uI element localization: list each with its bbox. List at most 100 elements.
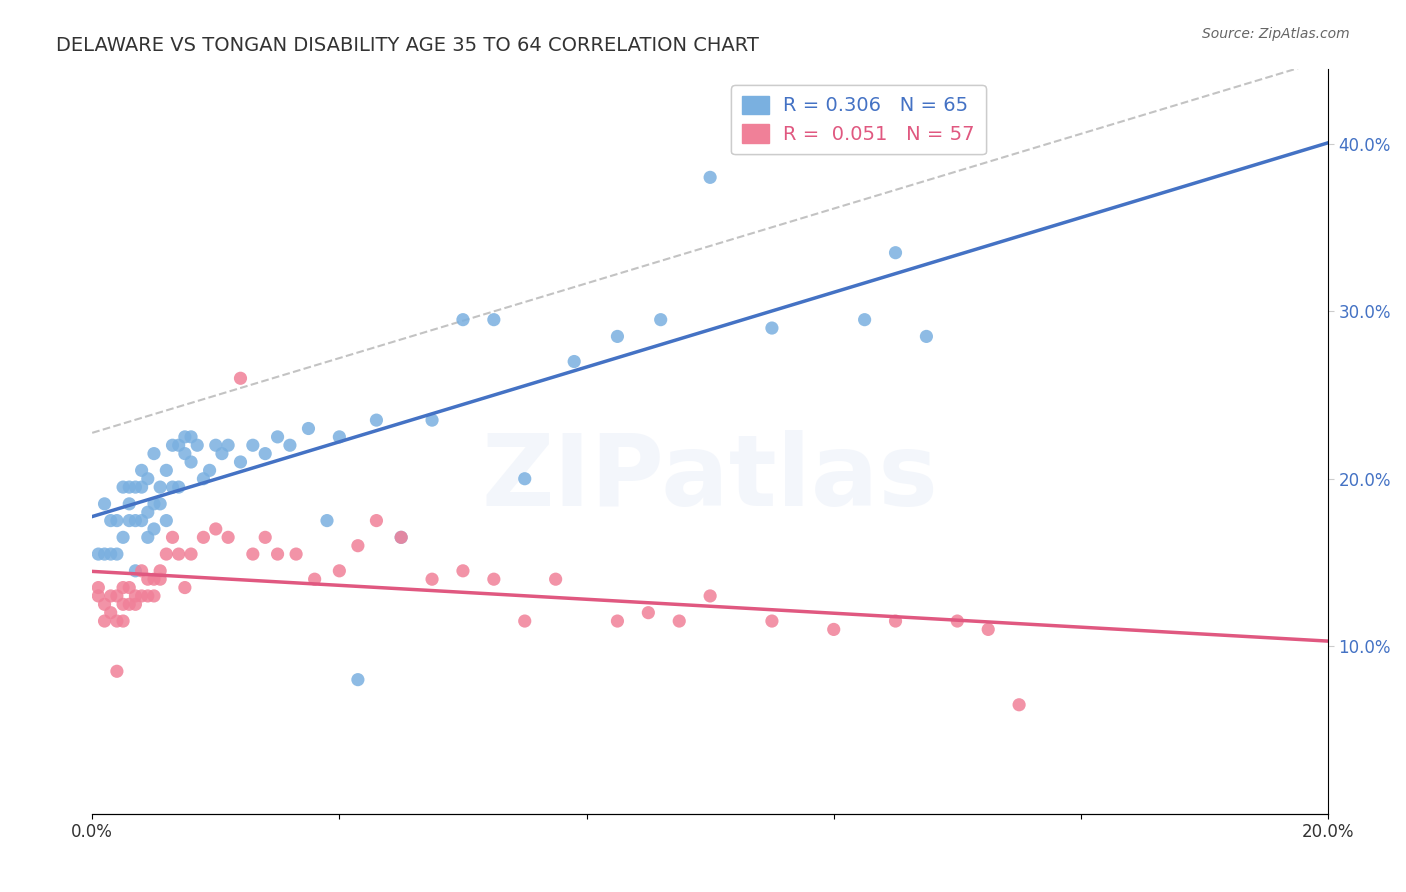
Point xyxy=(105,589,128,603)
Point xyxy=(1008,698,1031,712)
Point xyxy=(761,321,783,335)
Point xyxy=(149,497,172,511)
Point xyxy=(112,480,135,494)
Point xyxy=(544,572,567,586)
Point xyxy=(118,497,141,511)
Point xyxy=(143,447,166,461)
Point xyxy=(143,522,166,536)
Point xyxy=(105,514,128,528)
Point xyxy=(297,421,319,435)
Point xyxy=(136,505,159,519)
Point xyxy=(186,438,208,452)
Point xyxy=(366,413,388,427)
Point xyxy=(180,430,202,444)
Point xyxy=(217,530,239,544)
Point xyxy=(242,438,264,452)
Point xyxy=(347,539,370,553)
Point xyxy=(853,312,876,326)
Point xyxy=(761,614,783,628)
Text: ZIPatlas: ZIPatlas xyxy=(482,430,939,527)
Point xyxy=(217,438,239,452)
Point xyxy=(112,581,135,595)
Point xyxy=(167,438,190,452)
Point xyxy=(155,463,177,477)
Point xyxy=(143,572,166,586)
Point xyxy=(100,547,122,561)
Point xyxy=(606,329,628,343)
Point xyxy=(229,371,252,385)
Point xyxy=(136,472,159,486)
Point xyxy=(193,530,215,544)
Point xyxy=(143,497,166,511)
Point xyxy=(155,547,177,561)
Point xyxy=(482,312,505,326)
Point xyxy=(93,497,115,511)
Point xyxy=(155,514,177,528)
Point xyxy=(366,514,388,528)
Point xyxy=(637,606,659,620)
Point xyxy=(136,530,159,544)
Point xyxy=(699,589,721,603)
Point xyxy=(149,572,172,586)
Point xyxy=(167,480,190,494)
Point xyxy=(229,455,252,469)
Point xyxy=(451,312,474,326)
Point xyxy=(100,606,122,620)
Point xyxy=(149,564,172,578)
Point xyxy=(100,589,122,603)
Point xyxy=(162,438,184,452)
Point xyxy=(124,514,146,528)
Point xyxy=(112,614,135,628)
Point xyxy=(149,480,172,494)
Point xyxy=(254,530,277,544)
Point xyxy=(93,614,115,628)
Point xyxy=(136,589,159,603)
Point xyxy=(93,597,115,611)
Point xyxy=(93,547,115,561)
Point xyxy=(242,547,264,561)
Point xyxy=(124,597,146,611)
Point xyxy=(328,430,350,444)
Point xyxy=(254,447,277,461)
Point xyxy=(420,572,443,586)
Point xyxy=(173,447,195,461)
Text: DELAWARE VS TONGAN DISABILITY AGE 35 TO 64 CORRELATION CHART: DELAWARE VS TONGAN DISABILITY AGE 35 TO … xyxy=(56,36,759,54)
Point xyxy=(884,614,907,628)
Point xyxy=(167,547,190,561)
Point xyxy=(143,589,166,603)
Point xyxy=(562,354,585,368)
Point xyxy=(884,245,907,260)
Point xyxy=(606,614,628,628)
Point xyxy=(124,564,146,578)
Point xyxy=(915,329,938,343)
Point xyxy=(173,581,195,595)
Point xyxy=(204,438,226,452)
Point xyxy=(112,530,135,544)
Point xyxy=(328,564,350,578)
Point xyxy=(87,581,110,595)
Point xyxy=(285,547,308,561)
Text: Source: ZipAtlas.com: Source: ZipAtlas.com xyxy=(1202,27,1350,41)
Point xyxy=(131,564,153,578)
Point xyxy=(347,673,370,687)
Point xyxy=(699,170,721,185)
Point xyxy=(112,597,135,611)
Point xyxy=(278,438,301,452)
Point xyxy=(482,572,505,586)
Point xyxy=(105,614,128,628)
Point xyxy=(198,463,221,477)
Point xyxy=(513,614,536,628)
Point xyxy=(124,480,146,494)
Point xyxy=(136,572,159,586)
Point xyxy=(389,530,412,544)
Point xyxy=(451,564,474,578)
Point xyxy=(420,413,443,427)
Point xyxy=(266,547,288,561)
Point xyxy=(162,480,184,494)
Point xyxy=(946,614,969,628)
Point xyxy=(193,472,215,486)
Point xyxy=(105,547,128,561)
Point xyxy=(100,514,122,528)
Point xyxy=(389,530,412,544)
Point xyxy=(180,547,202,561)
